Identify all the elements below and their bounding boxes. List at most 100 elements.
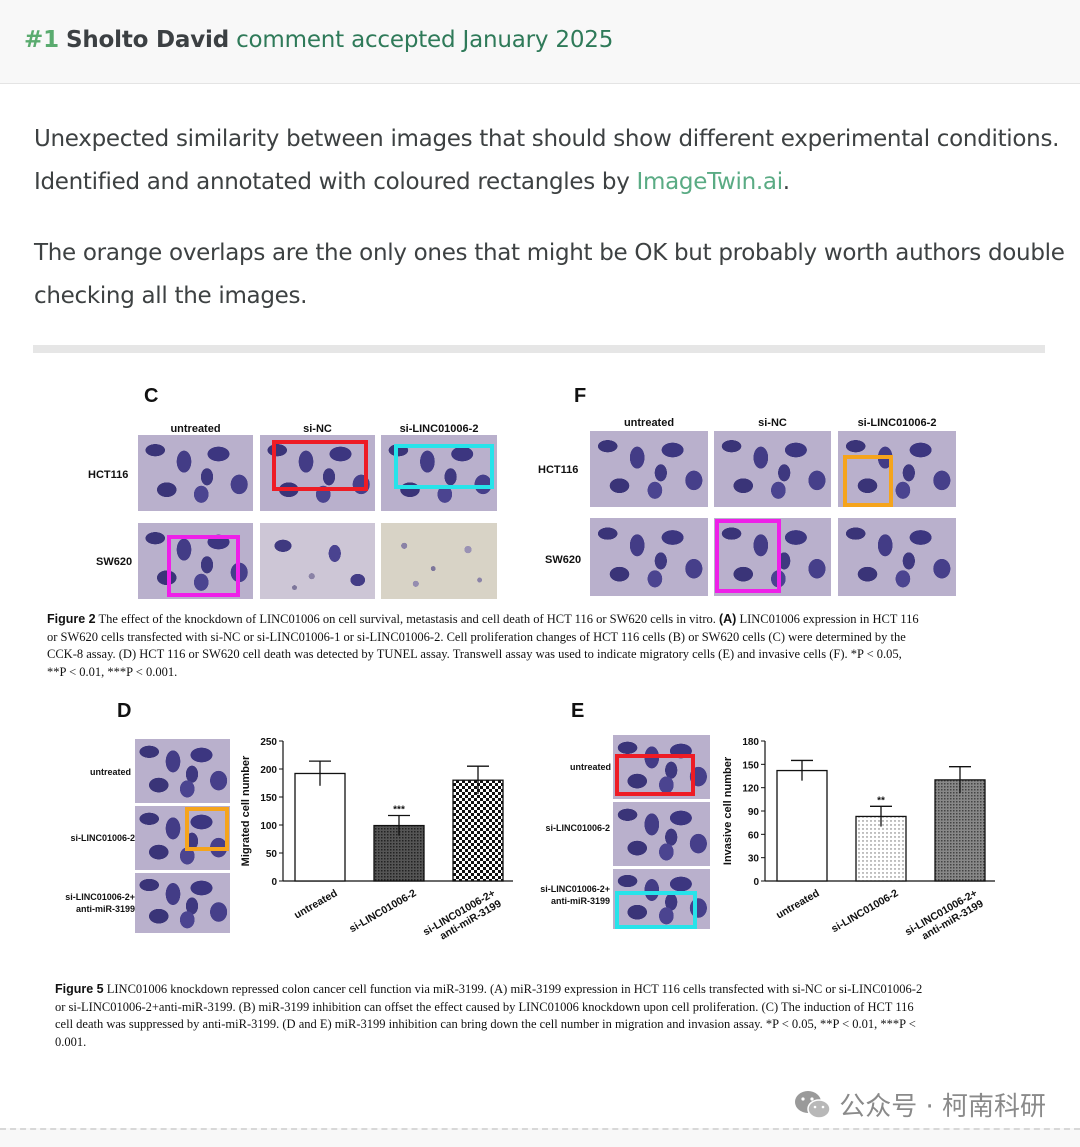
bar [294, 772, 346, 882]
figure-2-caption-title: Figure 2 [47, 612, 96, 626]
micrograph [838, 431, 956, 507]
panel-f-col-silinc: si-LINC01006-2 [857, 417, 937, 429]
duplicate-highlight-magenta [715, 519, 781, 593]
duplicate-highlight-magenta [167, 535, 240, 597]
figure-5-caption: Figure 5 LINC01006 knockdown repressed c… [55, 981, 1040, 1051]
x-tick-label-group: si-LINC01006-2 [347, 887, 418, 935]
bar [776, 769, 828, 882]
comment-text-line-3: The orange overlaps are the only ones th… [34, 240, 1065, 266]
x-tick-label-group: si-LINC01006-2+anti-miR-3199 [421, 887, 504, 942]
y-tick-label: 180 [742, 737, 759, 748]
comment-author[interactable]: Sholto David [66, 27, 229, 53]
bar [855, 815, 907, 882]
y-tick-label: 150 [260, 793, 277, 804]
comment-text-line-2: Identified and annotated with coloured r… [34, 169, 790, 195]
panel-d-row-untreated: untreated [89, 767, 131, 777]
y-axis-label: Invasive cell number [722, 756, 734, 865]
y-tick-label: 120 [742, 784, 759, 795]
duplicate-highlight-cyan [394, 444, 494, 489]
panel-d-row-label-line: anti-miR-3199 [75, 904, 135, 914]
comment-status: comment accepted January 2025 [236, 27, 614, 53]
panel-c-col-untreated: untreated [170, 423, 221, 435]
micrograph [135, 739, 230, 803]
panel-d-row-label-line: si-LINC01006-2+ [65, 892, 135, 902]
figure-2-caption-text: **P < 0.01, ***P < 0.001. [47, 664, 178, 679]
panel-f-col-untreated: untreated [623, 417, 675, 429]
figure-2-caption: Figure 2 The effect of the knockdown of … [47, 611, 1032, 681]
panel-f-col-sinc: si-NC [758, 417, 787, 429]
panel-e-row-label-line: si-LINC01006-2+ [540, 884, 610, 894]
panel-c-col-silinc: si-LINC01006-2 [399, 423, 479, 435]
duplicate-highlight-red [272, 440, 368, 491]
comment-text-line-4: checking all the images. [34, 283, 308, 309]
comment-number[interactable]: #1 [24, 27, 59, 53]
y-tick-label: 50 [266, 849, 278, 860]
significance-label: *** [393, 804, 405, 815]
panel-e-letter: E [571, 700, 585, 722]
x-tick-label: si-LINC01006-2 [347, 887, 418, 935]
x-tick-label: untreated [774, 887, 821, 921]
micrograph [381, 523, 497, 599]
duplicate-highlight-cyan [615, 891, 697, 929]
duplicate-highlight-red [615, 754, 695, 796]
y-tick-label: 250 [260, 737, 277, 748]
figure-2-caption-text: or SW620 cells transfected with si-NC or… [47, 629, 906, 644]
annotated-figure[interactable]: C untreated si-NC si-LINC01006-2 HCT116 … [33, 355, 1047, 1085]
panel-c-letter: C [144, 385, 159, 407]
panel-e-row-silinc: si-LINC01006-2 [545, 823, 610, 833]
chart-migrated: 0 50 100 150 200 250 Migrated cell number untre… [240, 737, 513, 942]
panel-d-letter: D [117, 700, 132, 722]
watermark-text: 公众号 · 柯南科研 [839, 1092, 1046, 1122]
panel-e-row-silinc-anti: si-LINC01006-2+ anti-miR-3199 [518, 883, 610, 907]
footer-divider [0, 1128, 1080, 1147]
y-tick-label: 60 [748, 830, 760, 841]
panel-c-col-sinc: si-NC [303, 423, 332, 435]
panel-e-row-label-line: anti-miR-3199 [550, 896, 610, 906]
micrograph [260, 523, 375, 599]
comment-header: #1 Sholto David comment accepted January… [0, 0, 1080, 84]
chart-invasive: 0 30 60 90 120 150 180 Invasive cell number untr… [722, 737, 995, 942]
y-tick-label: 30 [748, 854, 760, 865]
figure-5-caption-title: Figure 5 [55, 982, 104, 996]
micrograph [714, 518, 831, 596]
wechat-icon [795, 1091, 831, 1119]
figure-5-caption-text: 0.001. [55, 1034, 87, 1049]
figure-2-caption-text: The effect of the knockdown of LINC01006… [95, 612, 719, 626]
bar [934, 779, 986, 882]
comment-text-suffix: . [782, 169, 790, 195]
panel-f-letter: F [574, 385, 587, 407]
x-tick-label: si-LINC01006-2 [829, 887, 900, 935]
panel-c-row-hct116: HCT116 [88, 469, 129, 481]
micrograph [714, 431, 831, 507]
watermark: 公众号 · 柯南科研 [793, 1086, 1046, 1123]
y-tick-label: 0 [753, 877, 759, 888]
duplicate-highlight-orange [843, 455, 893, 507]
panel-c-row-sw620: SW620 [96, 556, 133, 568]
panel-d-row-silinc-anti: si-LINC01006-2+ anti-miR-3199 [43, 891, 135, 915]
x-tick-label-group: si-LINC01006-2+anti-miR-3199 [903, 887, 986, 942]
y-tick-label: 150 [742, 760, 759, 771]
micrograph [135, 806, 230, 870]
significance-label: ** [877, 795, 885, 806]
micrograph [590, 518, 708, 596]
duplicate-highlight-orange [185, 807, 229, 851]
y-tick-label: 90 [748, 807, 760, 818]
y-tick-label: 0 [271, 877, 277, 888]
imagetwin-link[interactable]: ImageTwin.ai [636, 169, 784, 195]
figure-5-caption-text: or si-LINC01006-2+anti-miR-3199. (B) miR… [55, 999, 914, 1014]
y-tick-label: 200 [260, 765, 277, 776]
micrograph [838, 518, 956, 596]
figure-5-caption-text: cell death was suppressed by anti-miR-31… [55, 1017, 916, 1031]
x-tick-label-group: untreated [292, 887, 339, 921]
y-axis-label: Migrated cell number [240, 755, 252, 866]
panel-f-row-sw620: SW620 [545, 554, 582, 566]
x-tick-label-group: si-LINC01006-2 [829, 887, 900, 935]
micrograph [135, 873, 230, 933]
figure-5-caption-text: LINC01006 knockdown repressed colon canc… [103, 982, 923, 996]
bar [452, 779, 504, 882]
comment-text-prefix: Identified and annotated with coloured r… [34, 169, 630, 195]
micrograph [590, 431, 708, 507]
figure-2-caption-text: LINC01006 expression in HCT 116 [736, 612, 919, 626]
micrograph [138, 435, 253, 511]
panel-d-row-silinc: si-LINC01006-2 [70, 833, 135, 843]
